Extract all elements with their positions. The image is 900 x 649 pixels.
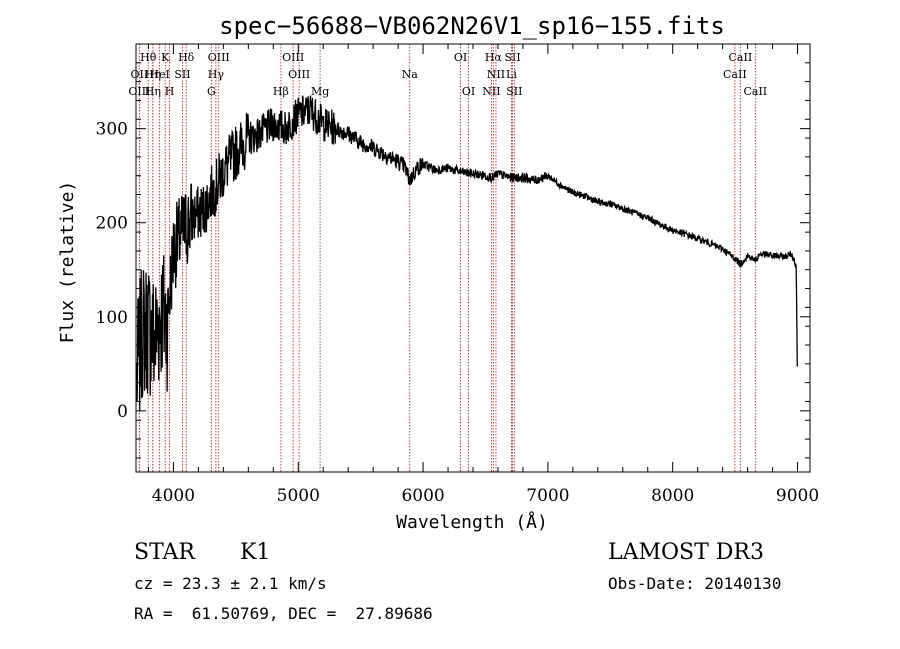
x-axis-label: Wavelength (Å) bbox=[396, 511, 548, 533]
y-tick-label: 100 bbox=[96, 308, 128, 328]
spectral-line-label: SII bbox=[504, 51, 520, 64]
spectral-line-label: NII bbox=[482, 85, 500, 98]
spectral-line-label: CaII bbox=[729, 51, 753, 64]
spectral-line-label: CaII bbox=[723, 68, 747, 81]
spectral-line-label: K bbox=[161, 51, 170, 64]
spectral-line-label: H bbox=[165, 85, 175, 98]
spectral-line-label: OIII bbox=[208, 51, 230, 64]
spectral-line-label: Hγ bbox=[208, 68, 225, 81]
redshift-cz: cz = 23.3 ± 2.1 km/s bbox=[134, 574, 327, 593]
spectral-line-label: G bbox=[207, 85, 216, 98]
ra-dec-coordinates: RA = 61.50769, DEC = 27.89686 bbox=[134, 604, 433, 623]
spectral-line-label: Hβ bbox=[273, 85, 289, 98]
object-class: STAR bbox=[134, 540, 195, 565]
chart-title: spec−56688−VB062N26V1_sp16−155.fits bbox=[219, 12, 725, 40]
plot-frame bbox=[135, 43, 811, 473]
object-subclass: K1 bbox=[240, 540, 271, 565]
spectral-line-label: NII bbox=[487, 68, 505, 81]
y-tick-label: 0 bbox=[117, 402, 128, 422]
observation-date: Obs-Date: 20140130 bbox=[608, 574, 782, 593]
x-tick-label: 7000 bbox=[526, 486, 569, 506]
spectral-line-label: HeI bbox=[149, 68, 169, 81]
spectral-line-label: OI bbox=[462, 85, 475, 98]
spectral-line-label: SII bbox=[174, 68, 190, 81]
spectral-line-label: Hθ bbox=[140, 51, 157, 64]
x-tick-label: 4000 bbox=[152, 486, 195, 506]
spectral-line-label: OIII bbox=[282, 51, 304, 64]
x-tick-label: 9000 bbox=[776, 486, 819, 506]
spectral-line-label: OIII bbox=[128, 85, 150, 98]
spectral-line-label: Hη bbox=[145, 85, 161, 98]
survey-name: LAMOST DR3 bbox=[608, 540, 764, 565]
x-tick-label: 5000 bbox=[277, 486, 320, 506]
spectral-line-label: Li bbox=[506, 68, 517, 81]
spectral-line-label: Mg bbox=[311, 85, 329, 98]
spectral-line-label: Hα bbox=[485, 51, 503, 64]
x-tick-label: 8000 bbox=[651, 486, 694, 506]
spectral-line-label: CaII bbox=[743, 85, 767, 98]
y-axis-label: Flux (relative) bbox=[57, 181, 78, 344]
y-tick-label: 300 bbox=[96, 120, 128, 140]
spectral-line-label: Hδ bbox=[178, 51, 195, 64]
spectral-line-label: Na bbox=[402, 68, 419, 81]
x-tick-label: 6000 bbox=[401, 486, 444, 506]
y-tick-label: 200 bbox=[96, 214, 128, 234]
spectral-line-label: SII bbox=[506, 85, 522, 98]
spectral-line-label: OI bbox=[454, 51, 467, 64]
spectral-line-label: OIII bbox=[288, 68, 310, 81]
flux-series-line bbox=[135, 95, 798, 412]
axis-ticks: 4000 5000 6000 7000 8000 9000 0 100 200 300 bbox=[96, 44, 819, 506]
